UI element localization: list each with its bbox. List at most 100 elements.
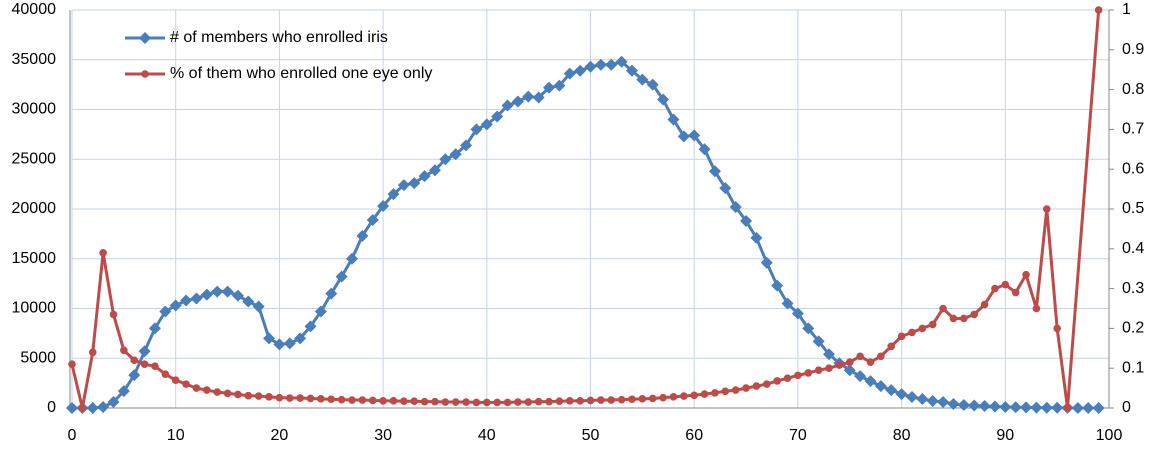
marker (387, 188, 400, 201)
marker (1032, 304, 1041, 313)
x-tick-label: 30 (374, 427, 392, 444)
marker (480, 118, 493, 131)
marker (1009, 401, 1022, 414)
marker (120, 346, 128, 355)
legend-label: % of them who enrolled one eye only (170, 65, 432, 82)
x-tick-label: 100 (1096, 427, 1123, 444)
marker (493, 398, 501, 407)
marker (410, 397, 419, 406)
marker (625, 64, 638, 77)
x-tick-label: 80 (893, 427, 911, 444)
marker (283, 337, 296, 350)
marker (148, 322, 161, 335)
marker (708, 165, 721, 178)
x-tick-label: 70 (789, 427, 807, 444)
marker (812, 335, 825, 348)
marker (441, 398, 450, 406)
marker (594, 58, 607, 71)
marker (700, 390, 709, 398)
marker (908, 328, 916, 337)
marker (947, 398, 960, 411)
marker (688, 129, 701, 142)
marker (874, 380, 887, 393)
marker (460, 139, 473, 152)
marker (957, 399, 970, 412)
marker (304, 320, 317, 333)
marker (221, 285, 234, 298)
y2-tick-label: 0.6 (1122, 160, 1144, 177)
marker (130, 356, 139, 365)
marker (462, 398, 470, 406)
marker (895, 388, 908, 401)
marker (677, 130, 690, 143)
marker (729, 201, 742, 214)
marker (646, 78, 659, 91)
marker (296, 394, 304, 402)
marker (783, 374, 792, 382)
marker (1040, 401, 1053, 414)
y-tick-label: 5000 (20, 349, 56, 366)
marker (576, 397, 584, 405)
marker (543, 81, 556, 94)
marker (242, 295, 255, 308)
marker (586, 396, 595, 405)
marker (740, 214, 753, 227)
marker (524, 398, 533, 406)
marker (107, 396, 120, 409)
marker (885, 384, 898, 397)
y2-tick-label: 0.2 (1122, 320, 1144, 337)
y-tick-label: 40000 (12, 1, 57, 18)
marker (680, 392, 688, 400)
marker (617, 395, 626, 404)
marker (584, 60, 597, 73)
marker (171, 376, 180, 384)
marker (1063, 404, 1072, 412)
marker (234, 390, 242, 399)
marker (555, 397, 564, 406)
marker (449, 148, 462, 161)
marker (68, 360, 76, 369)
marker (814, 366, 823, 374)
x-tick-label: 40 (478, 427, 496, 444)
marker (418, 170, 431, 183)
marker (273, 338, 286, 351)
y-tick-label: 10000 (12, 300, 57, 317)
marker (335, 270, 348, 283)
x-tick-label: 60 (685, 427, 703, 444)
marker (140, 360, 149, 369)
y-tick-label: 35000 (12, 51, 57, 68)
marker (472, 398, 481, 407)
legend-marker (139, 32, 151, 44)
marker (760, 256, 773, 269)
marker (999, 401, 1012, 414)
marker (791, 307, 804, 320)
marker (804, 369, 813, 377)
marker (553, 79, 566, 92)
marker (988, 400, 1001, 413)
marker (231, 289, 244, 302)
marker (845, 358, 854, 367)
marker (1030, 401, 1043, 414)
marker (182, 380, 190, 388)
marker (854, 370, 867, 383)
marker (138, 345, 151, 358)
marker (1051, 401, 1064, 414)
y-tick-label: 0 (47, 399, 56, 416)
x-tick-label: 20 (271, 427, 289, 444)
marker (325, 287, 338, 300)
marker (483, 398, 491, 407)
marker (939, 304, 947, 313)
marker (275, 393, 284, 402)
marker (928, 320, 937, 329)
marker (949, 314, 958, 323)
marker (223, 389, 232, 398)
marker (750, 231, 763, 244)
marker (285, 394, 294, 402)
marker (657, 93, 670, 106)
marker (877, 352, 885, 361)
marker (368, 396, 377, 405)
marker (887, 342, 896, 351)
y2-tick-label: 1 (1122, 1, 1131, 18)
marker (203, 386, 211, 394)
